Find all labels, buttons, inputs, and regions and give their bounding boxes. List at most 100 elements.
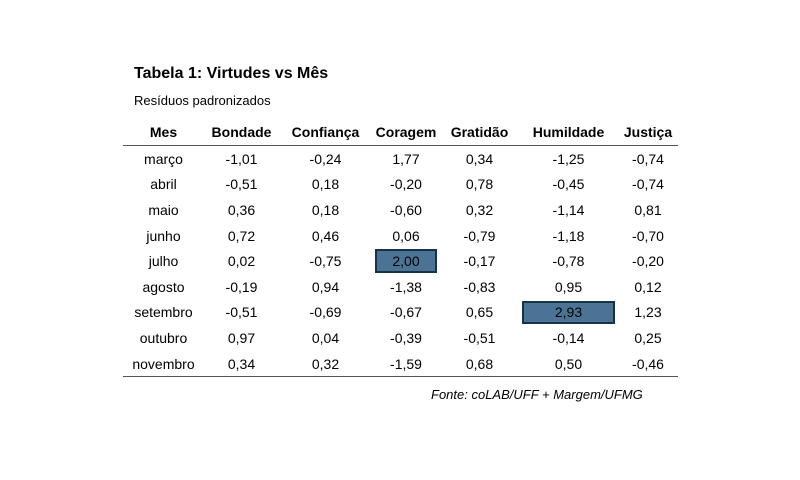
cell-value: -1,18 <box>552 227 585 244</box>
cell-value: -0,70 <box>632 227 664 244</box>
cell-value: 0,32 <box>311 355 340 372</box>
cell-value: -1,25 <box>552 150 585 167</box>
table-row: setembro -0,51 -0,69 -0,67 0,65 2,93 1,23 <box>123 300 678 326</box>
residual-cell: -0,78 <box>519 248 618 274</box>
cell-value: 0,32 <box>465 201 494 218</box>
cell-value: -0,39 <box>390 329 422 346</box>
table-bottom-rule <box>123 376 678 378</box>
cell-value: -0,69 <box>309 304 342 321</box>
table-body: março -1,01 -0,24 1,77 0,34 -1,25 -0,74 abril -0… <box>123 146 678 376</box>
month-cell: junho <box>123 223 204 249</box>
residual-cell: 0,06 <box>372 223 440 249</box>
cell-value: 0,97 <box>227 329 256 346</box>
residual-cell: -1,14 <box>519 197 618 223</box>
residual-cell: -0,75 <box>279 248 372 274</box>
residual-cell: -1,59 <box>372 351 440 377</box>
table-row: agosto -0,19 0,94 -1,38 -0,83 0,95 0,12 <box>123 274 678 300</box>
cell-value: -0,45 <box>552 176 585 193</box>
residual-cell: -1,01 <box>204 146 279 172</box>
cell-value: 2,00 <box>392 253 420 270</box>
residual-cell: 0,36 <box>204 197 279 223</box>
residual-cell: 2,93 <box>519 300 618 326</box>
residual-cell: 0,94 <box>279 274 372 300</box>
highlight-box <box>375 249 437 273</box>
cell-value: 1,23 <box>634 304 662 321</box>
cell-value: outubro <box>139 329 188 346</box>
residual-cell: -0,51 <box>440 325 519 351</box>
residual-cell: 0,18 <box>279 172 372 198</box>
month-cell: maio <box>123 197 204 223</box>
cell-value: 0,36 <box>227 201 256 218</box>
table-row: outubro 0,97 0,04 -0,39 -0,51 -0,14 0,25 <box>123 325 678 351</box>
cell-value: -0,75 <box>309 253 342 270</box>
residual-cell: -1,18 <box>519 223 618 249</box>
residual-cell: 0,78 <box>440 172 519 198</box>
month-cell: outubro <box>123 325 204 351</box>
cell-value: 0,81 <box>634 201 662 218</box>
residual-cell: 0,32 <box>279 351 372 377</box>
residual-cell: 0,12 <box>618 274 678 300</box>
table-row: junho 0,72 0,46 0,06 -0,79 -1,18 -0,70 <box>123 223 678 249</box>
table-row: maio 0,36 0,18 -0,60 0,32 -1,14 0,81 <box>123 197 678 223</box>
residual-cell: 0,72 <box>204 223 279 249</box>
residual-cell: -0,79 <box>440 223 519 249</box>
table-row: novembro 0,34 0,32 -1,59 0,68 0,50 -0,46 <box>123 351 678 377</box>
residual-cell: 1,23 <box>618 300 678 326</box>
cell-value: 0,04 <box>311 329 340 346</box>
cell-value: 0,68 <box>465 355 494 372</box>
highlight-box <box>522 300 615 325</box>
cell-value: 0,18 <box>311 176 340 193</box>
cell-value: março <box>144 150 183 167</box>
cell-value: -0,19 <box>225 278 258 295</box>
cell-value: 0,50 <box>554 355 583 372</box>
cell-value: maio <box>148 201 179 218</box>
cell-value: -0,17 <box>463 253 496 270</box>
residual-cell: -0,20 <box>372 172 440 198</box>
residual-cell: 2,00 <box>372 248 440 274</box>
residual-cell: -0,45 <box>519 172 618 198</box>
table-subtitle: Resíduos padronizados <box>134 93 271 108</box>
cell-value: -0,60 <box>390 201 422 218</box>
cell-value: 1,77 <box>392 150 420 167</box>
header-cell-confianca: Confiança <box>291 124 360 140</box>
month-cell: agosto <box>123 274 204 300</box>
residuals-table: Mes Bondade Confiança Coragem Gratidão H… <box>123 119 678 378</box>
cell-value: 2,93 <box>554 304 583 321</box>
cell-value: -1,59 <box>390 355 422 372</box>
residual-cell: 0,02 <box>204 248 279 274</box>
cell-value: -0,20 <box>390 176 422 193</box>
cell-value: -0,51 <box>225 176 258 193</box>
residual-cell: 0,46 <box>279 223 372 249</box>
header-cell-justica: Justiça <box>623 124 673 140</box>
cell-value: 0,25 <box>634 329 662 346</box>
header-cell-bondade: Bondade <box>211 124 272 140</box>
cell-value: -0,14 <box>552 329 585 346</box>
cell-value: junho <box>146 227 181 244</box>
residual-cell: 0,34 <box>440 146 519 172</box>
cell-value: -1,38 <box>390 278 422 295</box>
residual-cell: -1,25 <box>519 146 618 172</box>
cell-value: abril <box>150 176 177 193</box>
cell-value: -0,46 <box>632 355 664 372</box>
residual-cell: -0,60 <box>372 197 440 223</box>
cell-value: novembro <box>132 355 195 372</box>
residual-cell: 0,34 <box>204 351 279 377</box>
month-cell: julho <box>123 248 204 274</box>
residual-cell: -0,51 <box>204 300 279 326</box>
residual-cell: 1,77 <box>372 146 440 172</box>
residual-cell: 0,04 <box>279 325 372 351</box>
residual-cell: 0,25 <box>618 325 678 351</box>
residual-cell: -0,46 <box>618 351 678 377</box>
cell-value: agosto <box>142 278 185 295</box>
cell-value: setembro <box>134 304 193 321</box>
cell-value: 0,02 <box>227 253 256 270</box>
residual-cell: -0,74 <box>618 146 678 172</box>
month-cell: novembro <box>123 351 204 377</box>
residual-cell: -0,19 <box>204 274 279 300</box>
residual-cell: 0,95 <box>519 274 618 300</box>
residual-cell: 0,50 <box>519 351 618 377</box>
cell-value: 0,94 <box>311 278 340 295</box>
cell-value: 0,72 <box>227 227 256 244</box>
residual-cell: -0,51 <box>204 172 279 198</box>
cell-value: -0,51 <box>463 329 496 346</box>
